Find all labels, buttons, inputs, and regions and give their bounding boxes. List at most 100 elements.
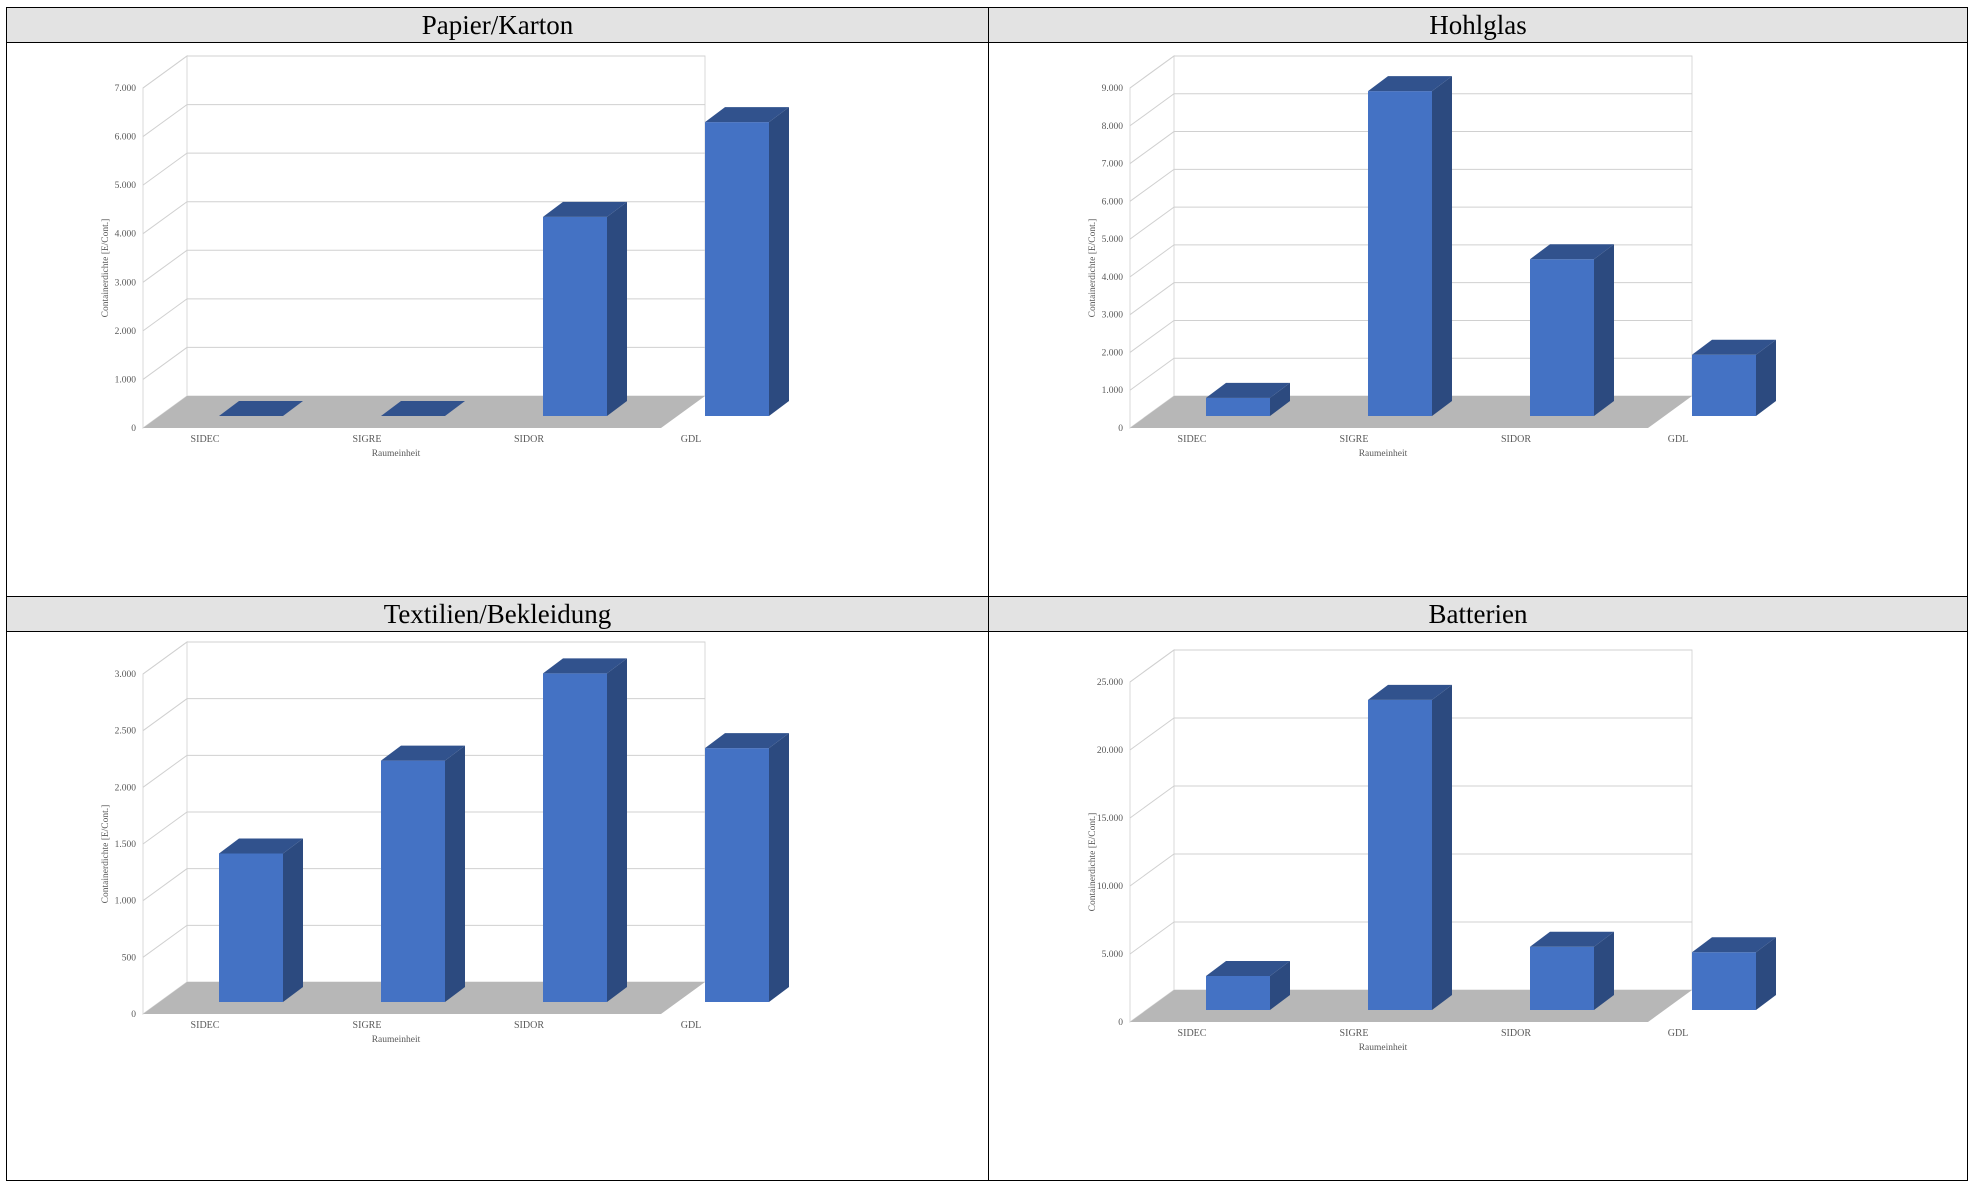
bar-front <box>1368 699 1432 1010</box>
bar-side <box>607 201 627 416</box>
y-tick-label: 9.000 <box>1102 84 1124 94</box>
bar-front <box>1368 91 1432 416</box>
bar-top <box>219 401 303 416</box>
bar-front <box>381 760 445 1002</box>
bar-top <box>1368 684 1452 700</box>
gridline <box>142 298 705 332</box>
bar-side <box>607 658 627 1002</box>
bar-side <box>1756 339 1776 416</box>
y-tick-label: 0 <box>1118 424 1123 434</box>
y-tick-label: 4.000 <box>1102 273 1124 283</box>
gridline <box>142 152 705 186</box>
y-tick-label: 25.000 <box>1097 678 1123 688</box>
bar-side <box>1270 382 1290 416</box>
gridline <box>142 104 705 137</box>
bar-side <box>1270 961 1290 1010</box>
gridline <box>1129 206 1692 240</box>
y-tick-label: 10.000 <box>1097 882 1123 892</box>
gridline <box>1129 357 1692 391</box>
gridline <box>1129 282 1692 316</box>
bar-side <box>1594 244 1614 416</box>
bar-top <box>1692 339 1776 355</box>
chart-title-hohlglas: Hohlglas <box>989 8 1967 43</box>
y-tick-label: 8.000 <box>1102 122 1124 132</box>
gridline <box>1129 853 1692 887</box>
bar-side <box>769 733 789 1002</box>
x-tick-label: SIGRE <box>1340 434 1369 445</box>
gridline <box>1129 244 1692 278</box>
bar-top <box>705 733 789 749</box>
bar-front <box>1206 397 1270 416</box>
gridline <box>142 346 705 380</box>
bar-top <box>1530 931 1614 947</box>
chart-title-papier: Papier/Karton <box>7 8 988 43</box>
chart-textilien: 0 500 1.000 1.500 2.000 2.500 3.000 SIDEC SIGRE S… <box>101 641 789 1045</box>
y-tick-label: 0 <box>131 1010 136 1020</box>
side-wall <box>1129 649 1175 1023</box>
bar-side <box>1432 76 1452 416</box>
x-tick-label: SIDEC <box>1178 1028 1207 1039</box>
bar-front <box>543 673 607 1002</box>
gridline <box>1129 55 1692 89</box>
gridline <box>142 754 705 788</box>
chart-hohlglas: 0 1.000 2.000 3.000 4.000 5.000 6.000 7.000 8.00… <box>1088 55 1776 459</box>
gridline <box>1129 785 1692 819</box>
y-axis-title: Containerdichte [E/Cont.] <box>1088 219 1098 318</box>
y-tick-label: 6.000 <box>1102 197 1124 207</box>
bar-front <box>1692 952 1756 1010</box>
x-tick-label: SIDOR <box>514 434 544 445</box>
gridline <box>1129 717 1692 751</box>
gridline <box>142 924 705 958</box>
gridline <box>1129 319 1692 353</box>
y-tick-label: 1.000 <box>1102 386 1124 396</box>
x-tick-label: GDL <box>1668 1028 1689 1039</box>
y-axis-title: Containerdichte [E/Cont.] <box>101 805 111 904</box>
x-tick-label: SIDEC <box>191 1020 220 1031</box>
x-tick-label: SIGRE <box>353 1020 382 1031</box>
y-tick-label: 2.000 <box>115 327 137 337</box>
side-wall <box>1129 55 1175 429</box>
bar-top <box>543 658 627 674</box>
bar-front <box>1692 354 1756 416</box>
x-axis-title: Raumeinheit <box>372 449 421 459</box>
bar-front <box>705 748 769 1002</box>
y-tick-label: 5.000 <box>1102 950 1124 960</box>
bar-top <box>543 201 627 217</box>
bar-side <box>283 838 303 1002</box>
chart-panel-textilien: Textilien/Bekleidung 0 500 1.000 1.500 2.000… <box>6 597 989 1181</box>
x-tick-label: SIDOR <box>514 1020 544 1031</box>
bar-front <box>1530 259 1594 416</box>
gridline <box>1129 649 1692 683</box>
gridline <box>1129 93 1692 127</box>
bar-front <box>705 122 769 417</box>
side-wall <box>142 55 188 429</box>
y-tick-label: 15.000 <box>1097 814 1123 824</box>
bar-top <box>1530 244 1614 260</box>
gridline <box>1129 921 1692 955</box>
y-tick-label: 1.500 <box>115 840 137 850</box>
y-axis-title: Containerdichte [E/Cont.] <box>1088 813 1098 912</box>
bar-front <box>543 216 607 416</box>
y-tick-label: 5.000 <box>115 181 137 191</box>
x-tick-label: GDL <box>681 1020 702 1031</box>
x-axis-title: Raumeinheit <box>1359 449 1408 459</box>
chart-title-batterien: Batterien <box>989 597 1967 632</box>
bar-top <box>1368 76 1452 92</box>
chart-panel-hohlglas: Hohlglas 0 1.000 2.000 3.000 4.000 5.000 6.000… <box>989 7 1968 597</box>
y-tick-label: 6.000 <box>115 133 137 143</box>
bar-top <box>381 401 465 416</box>
y-tick-label: 20.000 <box>1097 746 1123 756</box>
y-tick-label: 1.000 <box>115 897 137 907</box>
y-tick-label: 2.500 <box>115 727 137 737</box>
x-tick-label: SIDOR <box>1501 434 1531 445</box>
y-tick-label: 500 <box>122 953 137 963</box>
gridline <box>142 55 705 89</box>
x-tick-label: SIGRE <box>353 434 382 445</box>
gridline <box>142 249 705 283</box>
bar-side <box>1594 931 1614 1010</box>
gridline <box>1129 131 1692 164</box>
bar-top <box>1692 937 1776 953</box>
gridline <box>142 698 705 732</box>
gridline <box>142 868 705 902</box>
bar-top <box>1206 382 1290 398</box>
